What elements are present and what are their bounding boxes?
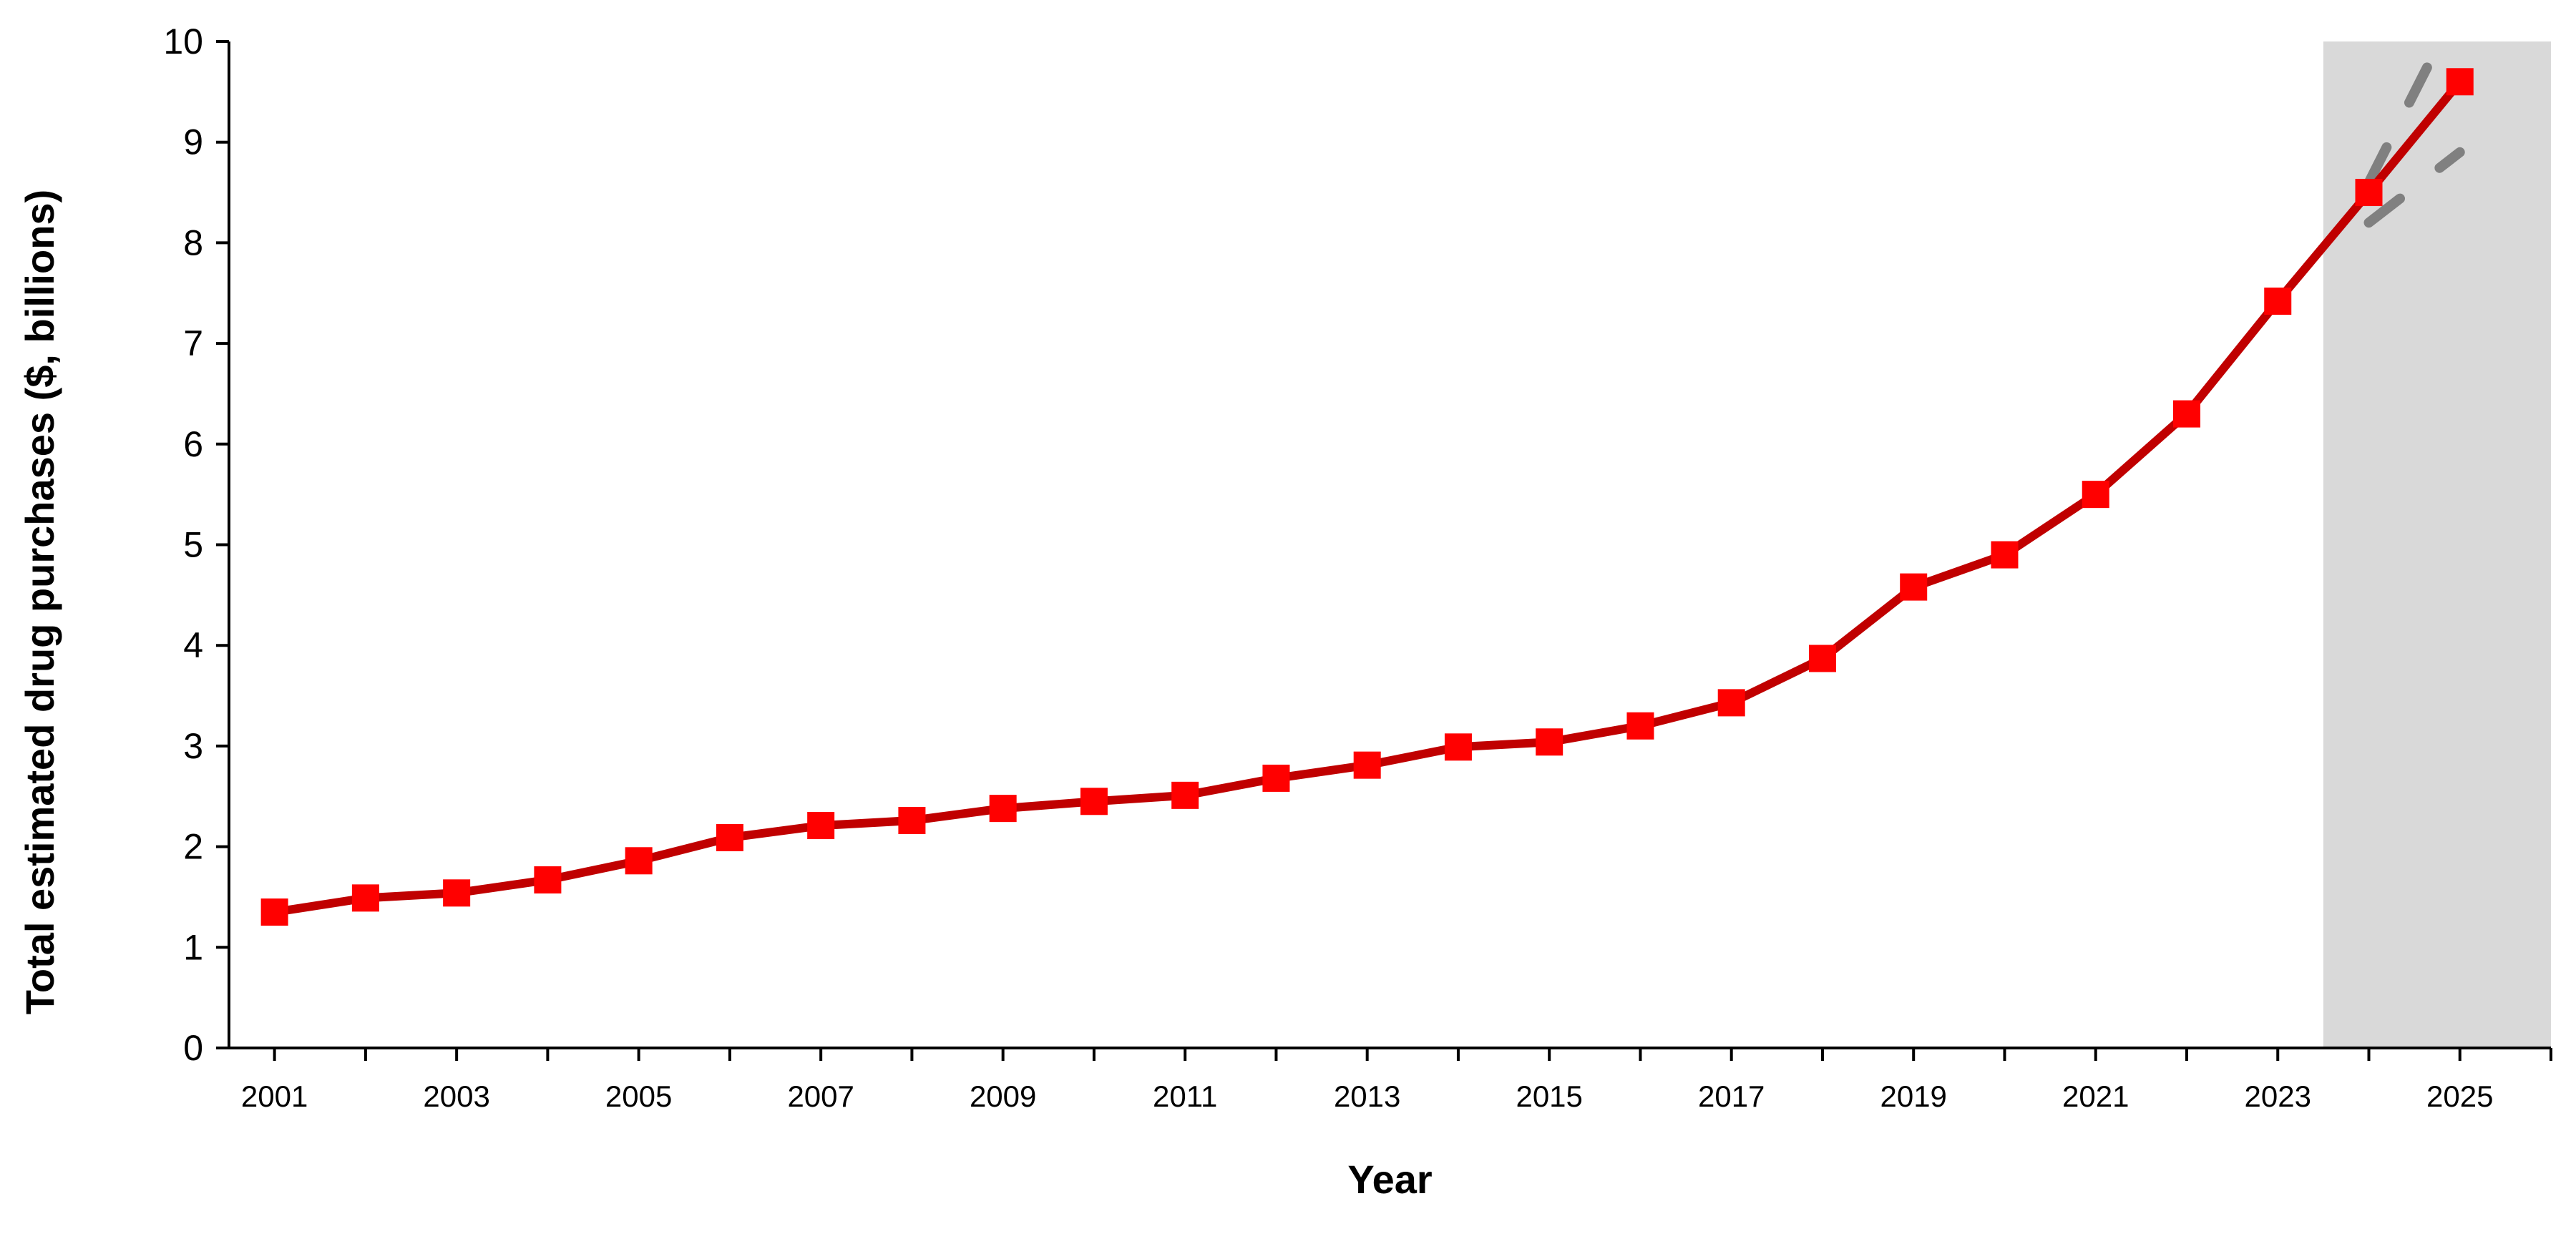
projection-shaded-region-layer xyxy=(2323,41,2551,1048)
x-tick-label-2011: 2011 xyxy=(1153,1079,1217,1113)
data-point-2011 xyxy=(1171,781,1199,809)
data-markers xyxy=(260,68,2474,926)
y-tick-label-10: 10 xyxy=(163,21,203,62)
data-point-2010 xyxy=(1080,788,1108,815)
data-point-2017 xyxy=(1717,689,1745,717)
data-point-2009 xyxy=(989,795,1017,823)
x-tick-label-2017: 2017 xyxy=(1698,1079,1765,1113)
data-point-2003 xyxy=(443,879,471,907)
data-point-2015 xyxy=(1536,728,1563,756)
y-tick-label-7: 7 xyxy=(183,323,203,363)
data-point-2005 xyxy=(625,847,653,875)
data-point-2007 xyxy=(807,812,835,840)
data-point-2012 xyxy=(1262,764,1290,792)
y-tick-label-5: 5 xyxy=(183,525,203,565)
y-tick-label-1: 1 xyxy=(183,927,203,967)
x-tick-label-2001: 2001 xyxy=(241,1079,308,1113)
y-tick-label-6: 6 xyxy=(183,424,203,464)
data-point-2022 xyxy=(2172,400,2200,428)
series-line xyxy=(270,77,2464,917)
y-tick-label-3: 3 xyxy=(183,726,203,766)
projection-lower-bound xyxy=(2363,147,2465,228)
data-point-2025 xyxy=(2446,68,2474,96)
data-point-2001 xyxy=(260,898,288,926)
data-point-2004 xyxy=(534,866,562,894)
axes xyxy=(216,40,2552,1061)
data-point-2021 xyxy=(2082,481,2109,509)
data-point-2013 xyxy=(1353,751,1381,779)
data-point-2020 xyxy=(1991,541,2019,569)
x-axis-title: Year xyxy=(1347,1157,1432,1202)
x-tick-label-2015: 2015 xyxy=(1516,1079,1582,1113)
x-tick-label-2023: 2023 xyxy=(2245,1079,2311,1113)
y-tick-labels: 0 1 2 3 4 5 6 7 8 9 10 xyxy=(163,21,203,1068)
x-tick-label-2021: 2021 xyxy=(2062,1079,2129,1113)
data-point-2019 xyxy=(1900,573,1928,601)
x-tick-label-2025: 2025 xyxy=(2426,1079,2493,1113)
data-point-2023 xyxy=(2264,288,2292,315)
y-tick-label-4: 4 xyxy=(183,625,203,665)
projection-upper-bound xyxy=(2363,52,2438,187)
data-point-2016 xyxy=(1626,712,1654,740)
x-tick-labels: 2001 2003 2005 2007 2009 2011 2013 2015 2017 2019… xyxy=(241,1079,2494,1113)
y-tick-label-2: 2 xyxy=(183,827,203,867)
x-tick-label-2005: 2005 xyxy=(605,1079,672,1113)
projection-bounds xyxy=(2363,52,2465,228)
y-axis-title: Total estimated drug purchases ($, billi… xyxy=(17,190,62,1014)
y-tick-label-0: 0 xyxy=(183,1028,203,1068)
x-tick-label-2013: 2013 xyxy=(1334,1079,1400,1113)
data-point-2018 xyxy=(1808,645,1836,672)
data-point-2006 xyxy=(716,823,743,851)
x-tick-label-2003: 2003 xyxy=(423,1079,489,1113)
x-tick-label-2009: 2009 xyxy=(970,1079,1036,1113)
data-point-2008 xyxy=(898,807,926,835)
projection-shaded-region xyxy=(2323,41,2551,1048)
y-tick-label-8: 8 xyxy=(183,222,203,263)
x-tick-label-2007: 2007 xyxy=(787,1079,854,1113)
data-point-2014 xyxy=(1444,733,1472,761)
x-tick-label-2019: 2019 xyxy=(1880,1079,1946,1113)
series-line-layer xyxy=(270,77,2464,917)
data-point-2002 xyxy=(351,884,379,912)
y-tick-label-9: 9 xyxy=(183,122,203,162)
data-point-2024 xyxy=(2355,179,2383,207)
